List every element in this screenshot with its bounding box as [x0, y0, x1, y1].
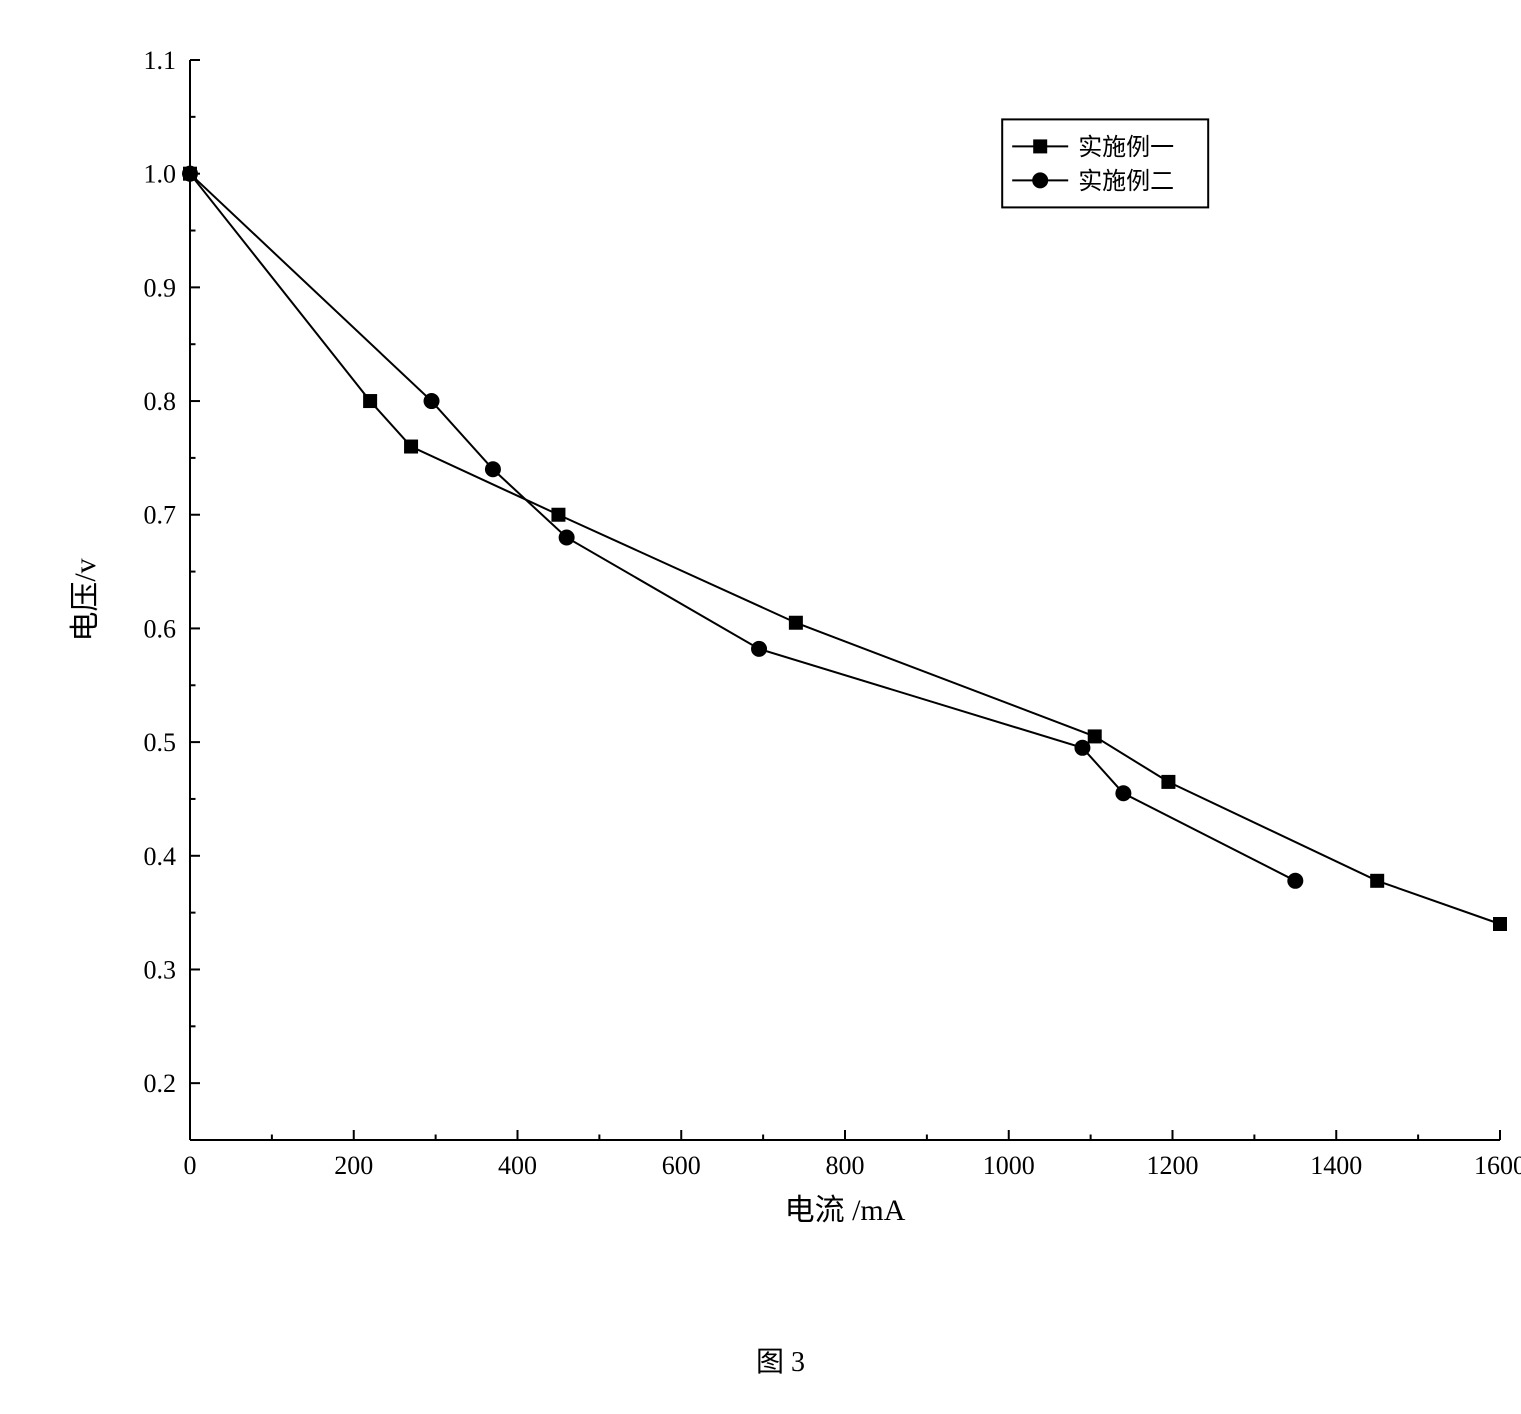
- y-tick-label: 0.7: [144, 501, 177, 530]
- marker-circle: [424, 393, 440, 409]
- y-tick-label: 0.8: [144, 387, 177, 416]
- marker-square: [1493, 917, 1507, 931]
- x-tick-label: 1600: [1474, 1151, 1521, 1180]
- y-tick-label: 0.6: [144, 614, 177, 643]
- marker-square: [404, 440, 418, 454]
- x-tick-label: 200: [334, 1151, 373, 1180]
- marker-circle: [559, 529, 575, 545]
- legend-label: 实施例二: [1078, 168, 1174, 195]
- x-tick-label: 1400: [1310, 1151, 1362, 1180]
- chart-svg: 0 200 400 600 800 1000 1200 1400 1600 0.2 0.3 0.4 0.…: [20, 20, 1521, 1394]
- marker-circle: [1115, 785, 1131, 801]
- chart-container: 0 200 400 600 800 1000 1200 1400 1600 0.2 0.3 0.4 0.…: [20, 20, 1521, 1394]
- marker-circle: [751, 641, 767, 657]
- y-tick-label: 0.3: [144, 955, 177, 984]
- marker-square: [1161, 775, 1175, 789]
- y-axis-label: 电压/v: [69, 558, 102, 641]
- marker-circle: [1287, 873, 1303, 889]
- marker-circle: [485, 461, 501, 477]
- x-tick-label: 400: [498, 1151, 537, 1180]
- y-tick-label: 1.0: [144, 160, 177, 189]
- x-tick-label: 1200: [1147, 1151, 1199, 1180]
- y-tick-label: 0.5: [144, 728, 177, 757]
- y-tick-label: 0.9: [144, 273, 177, 302]
- x-axis-label: 电流 /mA: [785, 1194, 906, 1227]
- x-tick-label: 1000: [983, 1151, 1035, 1180]
- y-tick-label: 0.4: [144, 842, 177, 871]
- figure-caption: 图 3: [20, 1340, 1521, 1380]
- x-tick-label: 600: [662, 1151, 701, 1180]
- marker-square: [789, 616, 803, 630]
- marker-square: [1370, 874, 1384, 888]
- x-tick-label: 800: [826, 1151, 865, 1180]
- x-tick-label: 0: [184, 1151, 197, 1180]
- marker-circle: [1032, 172, 1048, 188]
- marker-square: [1033, 139, 1047, 153]
- marker-square: [551, 508, 565, 522]
- marker-square: [1088, 729, 1102, 743]
- y-tick-label: 1.1: [144, 46, 177, 75]
- marker-circle: [1074, 740, 1090, 756]
- marker-square: [363, 394, 377, 408]
- y-tick-label: 0.2: [144, 1069, 177, 1098]
- legend-label: 实施例一: [1078, 134, 1174, 161]
- marker-circle: [182, 166, 198, 182]
